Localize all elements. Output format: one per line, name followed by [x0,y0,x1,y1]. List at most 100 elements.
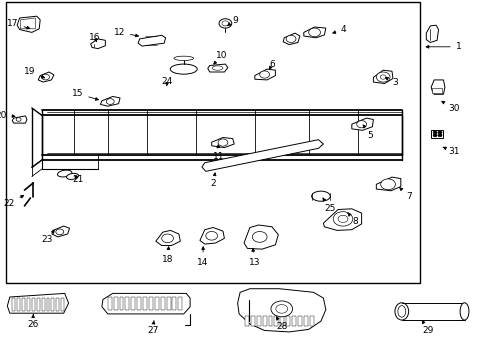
Text: 23: 23 [42,230,55,244]
Bar [149,297,153,310]
Polygon shape [373,70,393,84]
Circle shape [376,72,390,82]
Text: 11: 11 [213,145,224,161]
Polygon shape [102,293,190,314]
Polygon shape [255,69,275,80]
Bar [17,298,20,311]
Circle shape [357,121,367,128]
Text: 8: 8 [348,213,359,226]
Ellipse shape [395,303,409,320]
Text: 30: 30 [442,101,460,113]
Bar [131,297,135,310]
Bar [310,316,314,326]
Text: 27: 27 [147,320,158,335]
Bar [22,298,25,311]
Text: 4: 4 [333,25,346,34]
Polygon shape [100,96,120,106]
Polygon shape [376,177,401,191]
Polygon shape [431,80,445,94]
Ellipse shape [398,306,406,317]
Bar [42,298,45,311]
Polygon shape [21,18,35,29]
Ellipse shape [460,303,469,320]
Bar [32,298,35,311]
Circle shape [381,179,395,190]
Text: 28: 28 [276,317,288,331]
Polygon shape [238,289,326,332]
Text: 31: 31 [443,147,460,156]
Bar [251,316,255,326]
Circle shape [271,301,293,317]
Circle shape [276,305,288,313]
Polygon shape [431,130,443,138]
Text: 26: 26 [27,315,38,329]
Text: 9: 9 [227,16,238,26]
Bar [257,316,261,326]
Circle shape [106,99,114,104]
Bar [37,298,40,311]
Text: 17: 17 [7,19,30,29]
Polygon shape [17,16,40,32]
Bar [27,298,30,311]
Circle shape [438,134,442,137]
Text: 2: 2 [211,173,216,188]
Ellipse shape [57,170,72,177]
Ellipse shape [312,191,330,201]
Polygon shape [432,88,442,93]
Text: 14: 14 [197,247,208,266]
Text: 19: 19 [24,68,45,78]
Bar [12,298,15,311]
Circle shape [252,231,267,242]
Bar [304,316,308,326]
Text: 29: 29 [422,320,434,335]
Polygon shape [38,72,54,82]
Text: 22: 22 [3,195,24,208]
Circle shape [22,21,32,28]
Bar [167,297,171,310]
Text: 20: 20 [0,111,15,120]
Bar [161,297,165,310]
Text: 21: 21 [72,175,83,184]
Text: 12: 12 [114,28,139,37]
Ellipse shape [174,56,194,60]
Circle shape [333,212,353,226]
Polygon shape [91,39,105,49]
Polygon shape [138,35,166,46]
Polygon shape [12,116,27,123]
Polygon shape [200,228,224,244]
Text: 6: 6 [270,60,275,69]
Polygon shape [208,64,228,72]
Circle shape [206,231,218,240]
Bar [245,316,249,326]
Circle shape [286,35,296,42]
Text: 3: 3 [386,77,398,87]
Bar [292,316,296,326]
Polygon shape [283,33,300,45]
Polygon shape [323,209,362,230]
Text: 7: 7 [400,188,413,201]
Circle shape [222,21,229,26]
Circle shape [162,234,173,243]
Text: 25: 25 [323,198,336,213]
Polygon shape [352,118,373,130]
Ellipse shape [67,174,78,179]
Text: 10: 10 [214,51,227,64]
Bar [56,298,59,311]
Bar [155,297,159,310]
Bar [143,297,147,310]
Bar [172,297,176,310]
Polygon shape [212,138,234,148]
Text: 5: 5 [363,125,373,139]
Circle shape [309,28,320,37]
Text: 15: 15 [72,89,98,100]
Bar [47,298,49,311]
Bar [120,297,123,310]
Circle shape [260,71,270,78]
Circle shape [433,131,437,134]
Polygon shape [52,226,70,237]
Ellipse shape [171,64,197,74]
Bar [298,316,302,326]
Circle shape [433,134,437,137]
Bar [51,298,54,311]
Circle shape [42,74,49,80]
